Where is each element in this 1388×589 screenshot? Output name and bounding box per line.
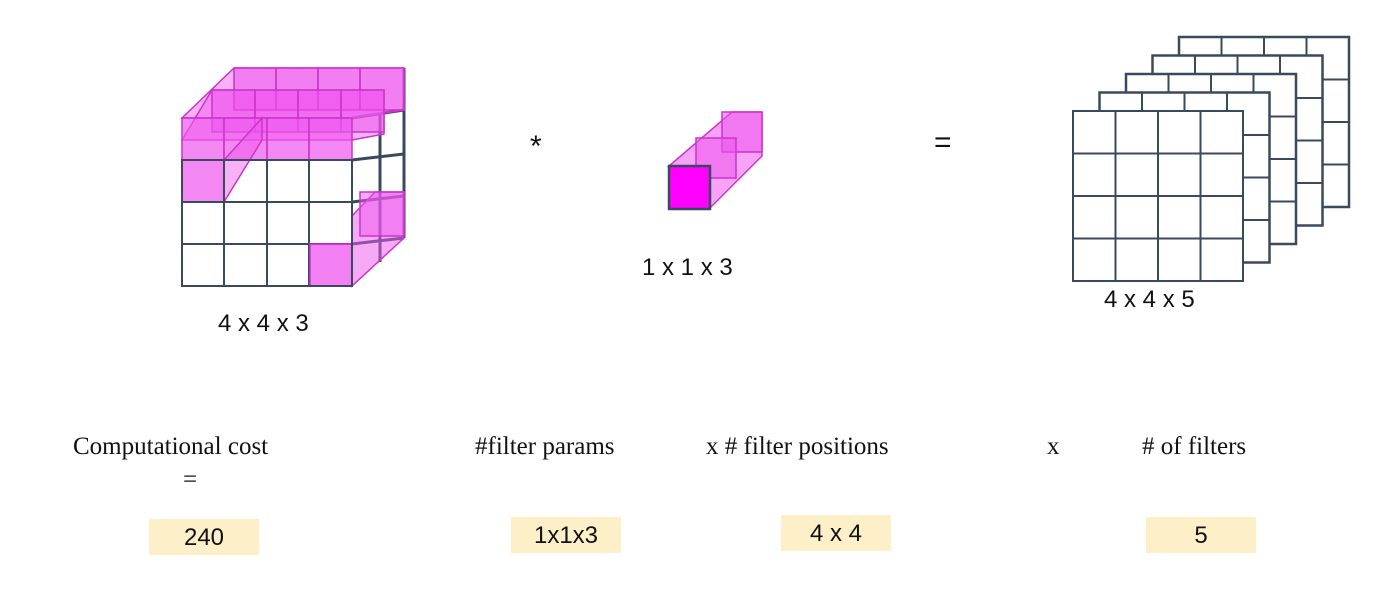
filter-dimensions-label: 1 x 1 x 3 xyxy=(642,254,733,281)
input-dimensions-label: 4 x 4 x 3 xyxy=(218,310,309,337)
filter-params-label: #filter params xyxy=(475,433,615,460)
filters-value-box: 5 xyxy=(1146,517,1256,553)
convolution-operator: * xyxy=(530,130,542,163)
params-value-box: 1x1x3 xyxy=(511,517,621,553)
cost-equals-sign: = xyxy=(183,466,198,493)
input-volume xyxy=(180,67,406,288)
filter-volume xyxy=(666,111,763,211)
positions-value-box: 4 x 4 xyxy=(781,515,891,551)
computational-cost-label: Computational cost xyxy=(73,433,269,460)
num-filters-label: # of filters xyxy=(1142,433,1247,460)
output-volume xyxy=(1072,35,1351,282)
output-feature-map xyxy=(1072,110,1244,282)
output-dimensions-label: 4 x 4 x 5 xyxy=(1104,286,1195,313)
cost-value-box: 240 xyxy=(149,519,259,555)
filter-positions-label: x # filter positions xyxy=(706,433,889,460)
equals-operator: = xyxy=(934,126,952,159)
times-sign: x xyxy=(1047,433,1060,460)
